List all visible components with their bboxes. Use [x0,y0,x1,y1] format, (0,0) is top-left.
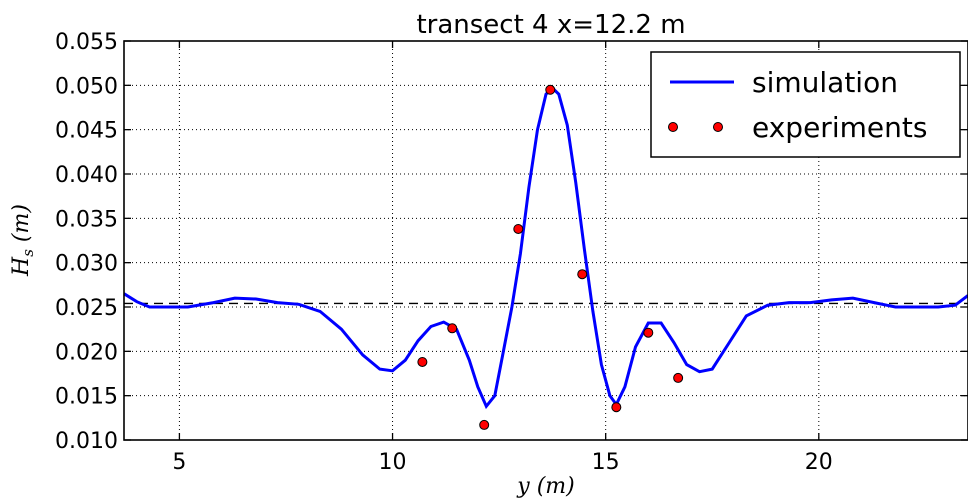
y-tick-label: 0.055 [55,30,118,55]
y-tick-label: 0.030 [55,252,118,277]
experiment-point [545,84,556,95]
experiment-point [513,223,524,234]
y-axis-label: Hs (m) [9,204,37,277]
experiment-point [643,327,654,338]
x-tick-label: 10 [379,450,407,475]
experiment-point [479,419,490,430]
experiment-point [417,356,428,367]
x-tick-label: 15 [592,450,620,475]
experiment-points [417,84,684,430]
y-tick-label: 0.035 [55,207,118,232]
chart-title: transect 4 x=12.2 m [416,10,685,40]
legend-box [650,51,961,158]
legend-experiments-marker [668,122,678,132]
x-tick-label: 20 [805,450,833,475]
y-tick-label: 0.045 [55,119,118,144]
experiment-point [611,402,622,413]
y-axis-ticks: 0.010 0.015 0.020 0.025 0.030 0.035 0.040 0.045… [55,30,968,454]
y-tick-label: 0.050 [55,74,118,99]
experiment-point [673,372,684,383]
experiment-point [447,323,458,334]
y-tick-label: 0.015 [55,385,118,410]
y-tick-label: 0.040 [55,163,118,188]
x-axis-label: y (m) [516,474,574,499]
y-tick-label: 0.010 [55,429,118,454]
legend-experiments-marker [713,122,723,132]
plot-frame [123,40,968,441]
x-axis-ticks: 5 10 15 20 [172,41,833,475]
y-tick-label: 0.020 [55,340,118,365]
legend-experiments-label: experiments [752,111,927,144]
experiment-point [577,269,588,280]
legend-simulation-label: simulation [752,66,898,99]
x-tick-label: 5 [172,450,186,475]
legend: simulation experiments [650,51,961,158]
y-tick-label: 0.025 [55,296,118,321]
